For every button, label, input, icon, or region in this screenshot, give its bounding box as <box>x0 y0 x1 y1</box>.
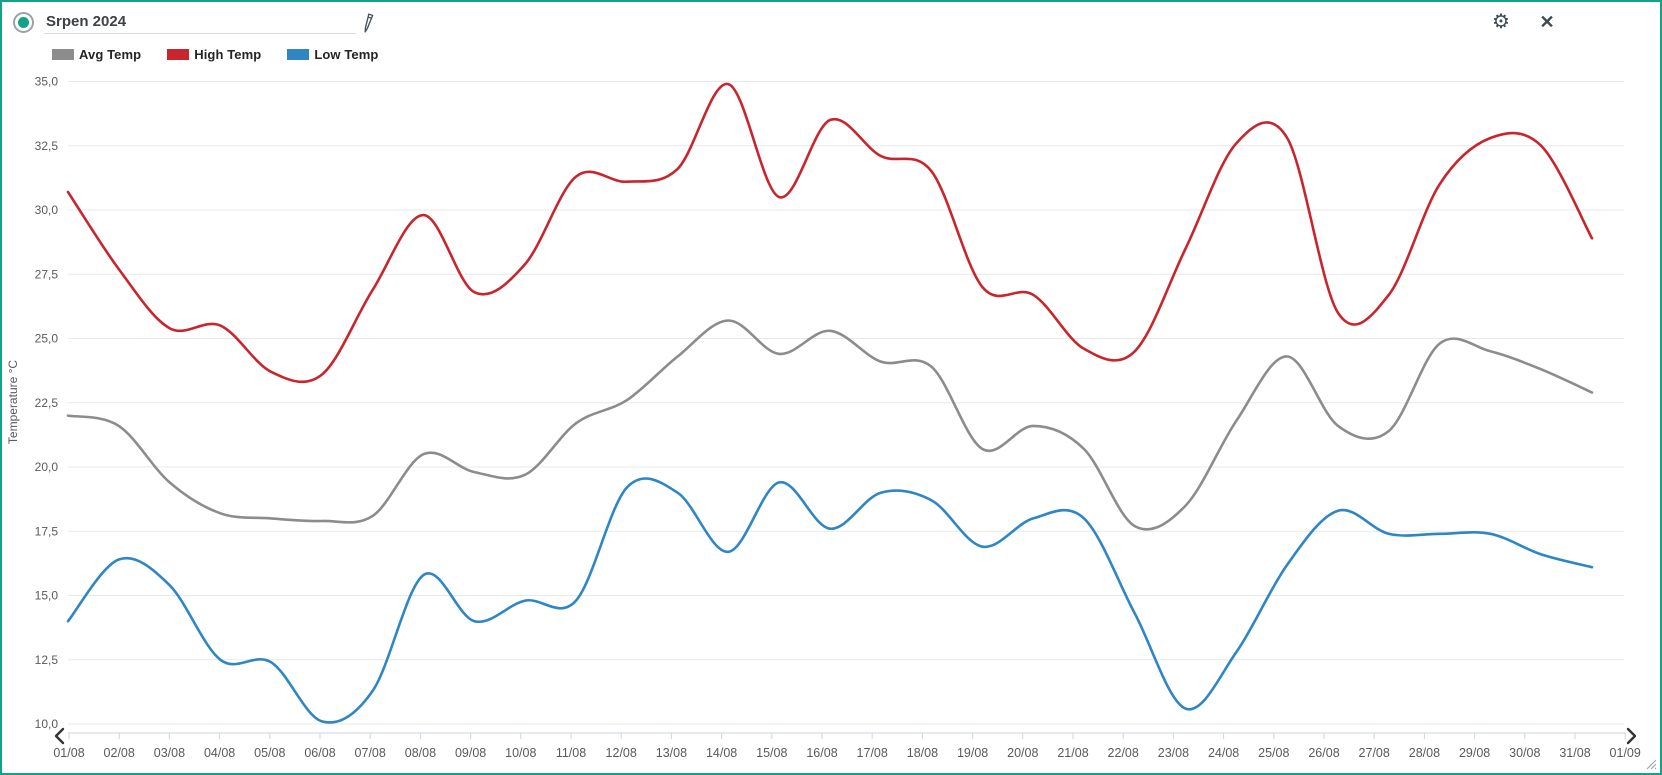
series-line-high-temp[interactable] <box>66 82 1594 384</box>
series-line-avg-temp[interactable] <box>66 319 1594 531</box>
x-tick-label: 19/08 <box>957 746 988 760</box>
x-tick-label: 26/08 <box>1308 746 1339 760</box>
y-tick-label: 17,5 <box>35 524 59 538</box>
y-tick-label: 12,5 <box>35 653 59 667</box>
record-indicator-icon[interactable] <box>13 12 34 33</box>
x-tick-label: 03/08 <box>154 746 185 760</box>
close-icon: ✕ <box>1539 12 1555 32</box>
x-tick-label: 22/08 <box>1108 746 1139 760</box>
settings-button[interactable]: ⚙ <box>1488 9 1514 35</box>
x-tick-label: 31/08 <box>1559 746 1590 760</box>
x-tick-label: 24/08 <box>1208 746 1239 760</box>
x-tick-label: 05/08 <box>254 746 285 760</box>
y-tick-label: 10,0 <box>35 717 59 731</box>
x-tick-label: 27/08 <box>1359 746 1390 760</box>
x-tick-label: 25/08 <box>1258 746 1289 760</box>
chart-legend: Avg Temp High Temp Low Temp <box>52 47 404 62</box>
x-tick-label: 29/08 <box>1459 746 1490 760</box>
x-tick-label: 21/08 <box>1057 746 1088 760</box>
x-tick-label: 07/08 <box>355 746 386 760</box>
x-tick-label: 04/08 <box>204 746 235 760</box>
gear-icon: ⚙ <box>1492 11 1510 33</box>
chart-title-input[interactable] <box>44 9 356 34</box>
x-tick-label: 09/08 <box>455 746 486 760</box>
avg-temp-swatch <box>52 49 74 60</box>
x-tick-label: 28/08 <box>1409 746 1440 760</box>
chevron-left-icon[interactable] <box>54 727 65 745</box>
edit-title-button[interactable] <box>356 11 378 35</box>
x-tick-label: 01/08 <box>53 746 84 760</box>
resize-handle[interactable] <box>1645 758 1657 770</box>
y-tick-label: 30,0 <box>35 203 59 217</box>
x-tick-label: 23/08 <box>1158 746 1189 760</box>
low-temp-swatch <box>287 49 310 60</box>
legend-label: Low Temp <box>314 47 379 62</box>
x-tick-label: 30/08 <box>1509 746 1540 760</box>
record-indicator-dot <box>18 17 29 28</box>
x-tick-label: 18/08 <box>907 746 938 760</box>
x-tick-label: 14/08 <box>706 746 737 760</box>
y-tick-label: 22,5 <box>35 396 59 410</box>
y-tick-label: 25,0 <box>35 332 59 346</box>
x-tick-label: 20/08 <box>1007 746 1038 760</box>
x-tick-label: 06/08 <box>304 746 335 760</box>
y-tick-label: 35,0 <box>35 75 59 89</box>
high-temp-swatch <box>167 49 190 60</box>
legend-item-low-temp[interactable]: Low Temp <box>287 47 378 62</box>
legend-item-high-temp[interactable]: High Temp <box>167 47 261 62</box>
x-tick-label: 16/08 <box>806 746 837 760</box>
y-tick-label: 20,0 <box>35 460 59 474</box>
gridlines <box>68 81 1624 725</box>
x-axis-labels: 01/08 02/08 03/08 04/08 05/08 06/08 07/08 08/08… <box>53 746 1641 760</box>
y-axis-labels: 35,0 32,5 30,0 27,5 25,0 22,5 20,0 17,5 15,0 12,5… <box>35 75 59 732</box>
x-tick-label: 12/08 <box>606 746 637 760</box>
y-tick-label: 15,0 <box>35 589 59 603</box>
chevron-right-icon[interactable] <box>1626 727 1637 745</box>
x-tick-label: 01/09 <box>1610 746 1641 760</box>
series-line-low-temp[interactable] <box>66 477 1594 724</box>
x-axis-ticks <box>68 733 1626 739</box>
y-axis-title: Temperature °C <box>6 360 20 444</box>
legend-item-avg-temp[interactable]: Avg Temp <box>52 47 141 62</box>
x-tick-label: 17/08 <box>857 746 888 760</box>
pencil-icon <box>364 13 374 33</box>
x-tick-label: 11/08 <box>556 746 586 760</box>
x-tick-label: 13/08 <box>656 746 687 760</box>
x-tick-label: 08/08 <box>405 746 436 760</box>
y-tick-label: 27,5 <box>35 267 59 281</box>
y-tick-label: 32,5 <box>35 139 59 153</box>
legend-label: Avg Temp <box>79 47 142 62</box>
x-tick-label: 02/08 <box>104 746 135 760</box>
x-tick-label: 15/08 <box>756 746 787 760</box>
legend-label: High Temp <box>194 47 262 62</box>
x-tick-label: 10/08 <box>505 746 536 760</box>
close-button[interactable]: ✕ <box>1534 9 1560 35</box>
